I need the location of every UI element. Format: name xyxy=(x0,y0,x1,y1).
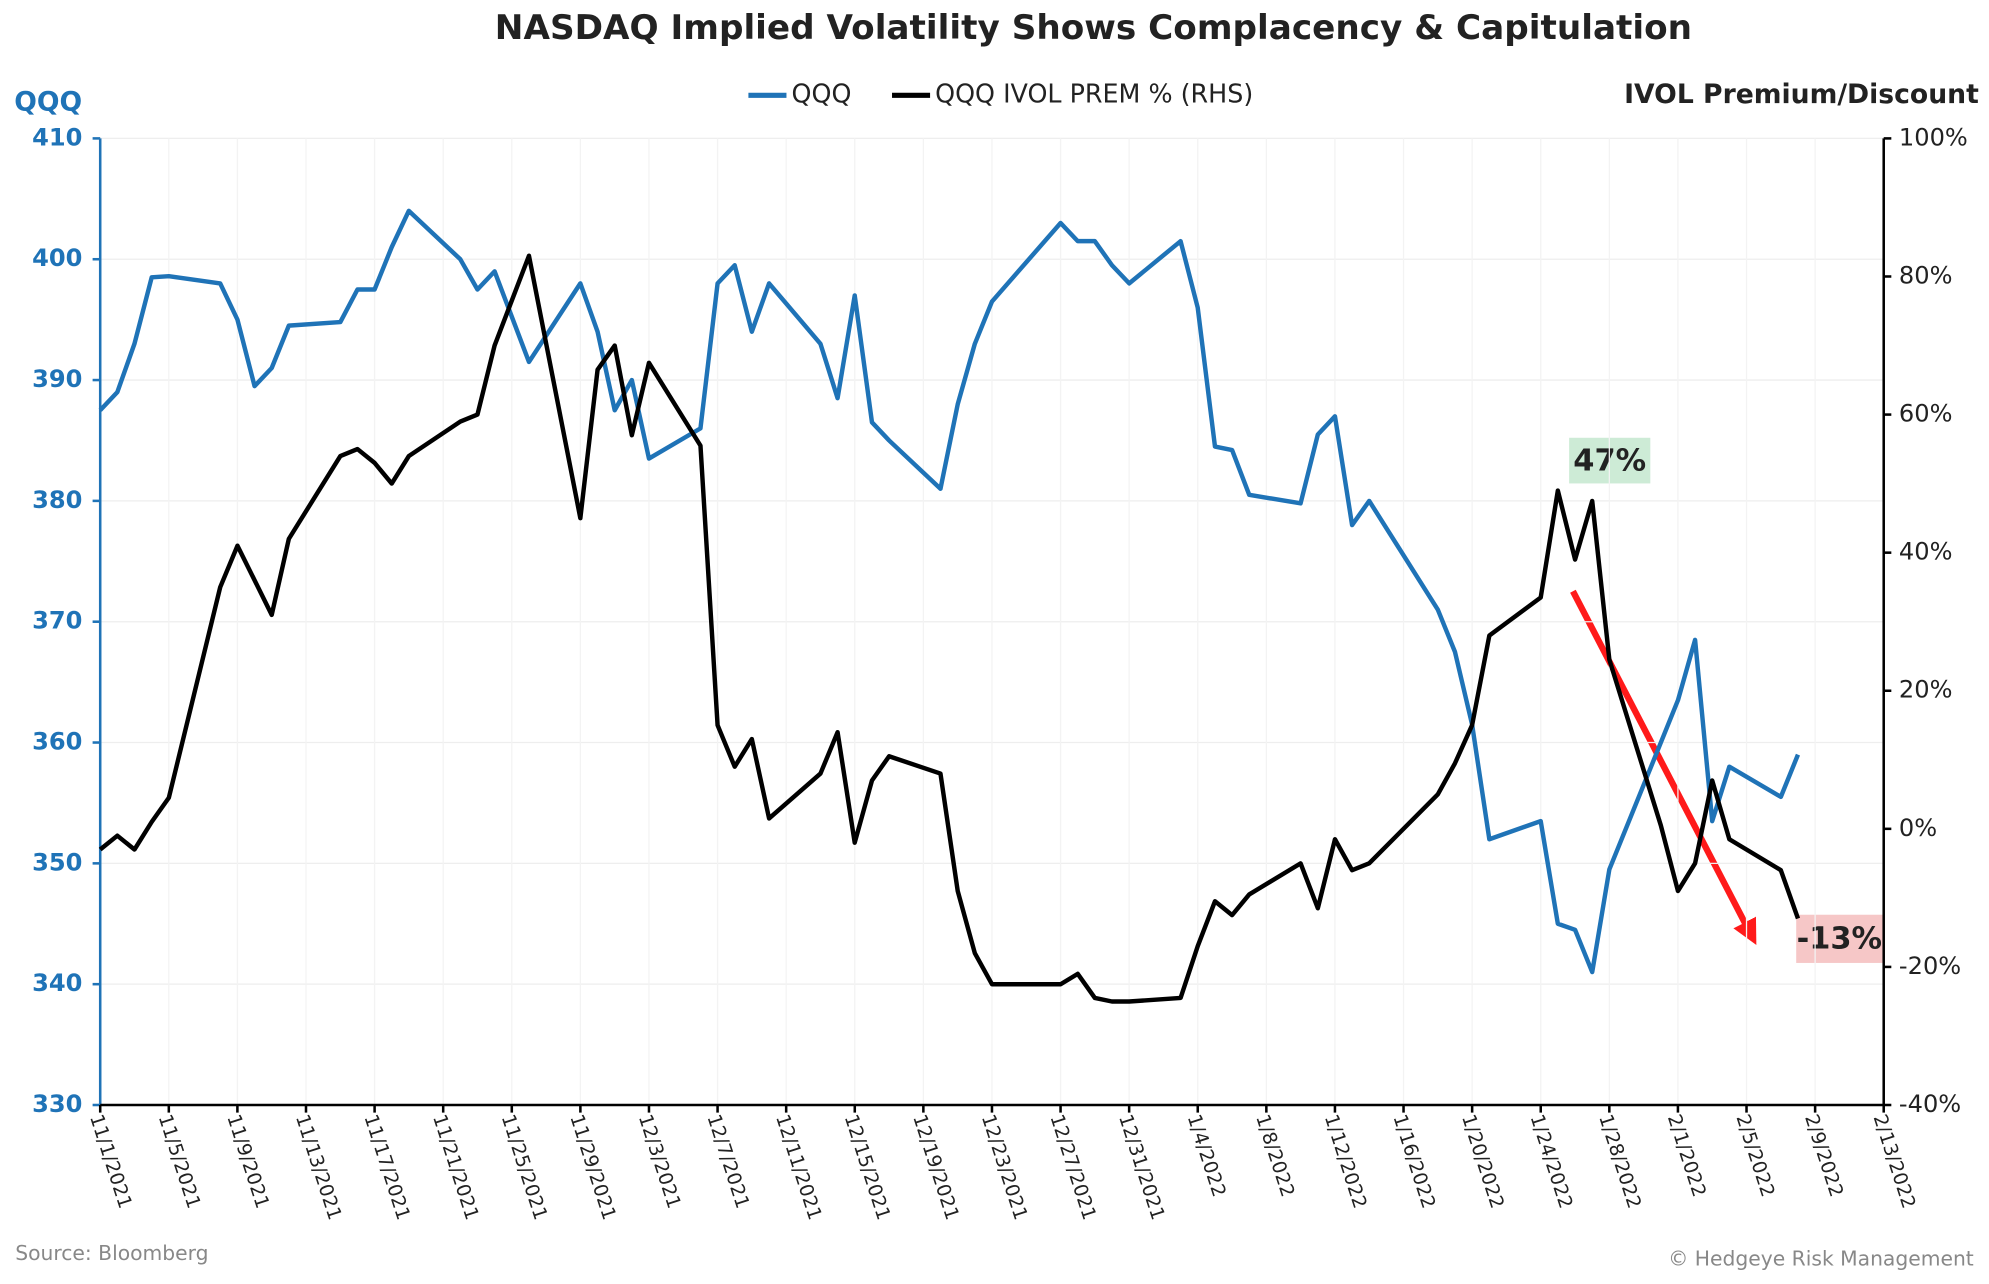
x-tick-label: 12/27/2021 xyxy=(1045,1112,1100,1223)
y-axis-label: QQQ xyxy=(14,86,82,117)
x-tick-label: 11/1/2021 xyxy=(85,1112,136,1212)
x-tick-label: 11/25/2021 xyxy=(497,1112,552,1223)
x-tick-label: 2/5/2022 xyxy=(1731,1112,1778,1200)
x-tick-label: 12/23/2021 xyxy=(977,1112,1032,1223)
annotation-box xyxy=(1796,914,1883,963)
y2-tick-label: 100% xyxy=(1899,123,1968,151)
legend-label: QQQ IVOL PREM % (RHS) xyxy=(935,78,1253,108)
y2-tick-label: 80% xyxy=(1899,261,1953,289)
x-tick-label: 11/29/2021 xyxy=(565,1112,620,1223)
legend-label: QQQ xyxy=(792,78,852,108)
annotation: -13% xyxy=(1797,922,1883,957)
y-tick-label: 410 xyxy=(32,123,82,151)
series-line xyxy=(98,208,1801,975)
x-tick-label: 2/13/2022 xyxy=(1869,1112,1920,1212)
y2-tick-label: 60% xyxy=(1899,400,1953,428)
x-tick-label: 12/19/2021 xyxy=(908,1112,963,1223)
source-note: Source: Bloomberg xyxy=(15,1241,208,1265)
trend-arrow xyxy=(1570,589,1757,946)
y-tick-label: 350 xyxy=(32,848,82,876)
y2-tick-label: -40% xyxy=(1899,1090,1961,1118)
y2-tick-label: 40% xyxy=(1899,538,1953,566)
y2-tick-label: 0% xyxy=(1899,814,1937,842)
x-tick-label: 12/31/2021 xyxy=(1114,1112,1169,1223)
x-tick-label: 1/16/2022 xyxy=(1388,1112,1439,1212)
x-tick-label: 1/4/2022 xyxy=(1183,1112,1230,1200)
x-tick-label: 2/1/2022 xyxy=(1663,1112,1710,1200)
y2-tick-label: -20% xyxy=(1899,952,1961,980)
y2-axis-label: IVOL Premium/Discount xyxy=(1624,79,1979,110)
y2-tick-label: 20% xyxy=(1899,676,1953,704)
y-tick-label: 390 xyxy=(32,365,82,393)
x-tick-label: 1/24/2022 xyxy=(1526,1112,1577,1212)
x-tick-label: 1/28/2022 xyxy=(1594,1112,1645,1212)
x-tick-label: 11/5/2021 xyxy=(154,1112,205,1212)
y-tick-label: 330 xyxy=(32,1090,82,1118)
x-tick-label: 1/8/2022 xyxy=(1251,1112,1298,1200)
y-tick-label: 340 xyxy=(32,969,82,997)
x-tick-label: 12/15/2021 xyxy=(840,1112,895,1223)
y-tick-label: 360 xyxy=(32,728,82,756)
y-tick-label: 370 xyxy=(32,607,82,635)
y-tick-label: 380 xyxy=(32,486,82,514)
x-tick-label: 11/17/2021 xyxy=(360,1112,415,1223)
y-tick-label: 400 xyxy=(32,244,82,272)
x-tick-label: 12/3/2021 xyxy=(634,1112,685,1212)
x-tick-label: 1/20/2022 xyxy=(1457,1112,1508,1212)
chart-title: NASDAQ Implied Volatility Shows Complace… xyxy=(495,8,1692,48)
x-tick-label: 1/12/2022 xyxy=(1320,1112,1371,1212)
x-tick-label: 2/9/2022 xyxy=(1800,1112,1847,1200)
x-tick-label: 11/9/2021 xyxy=(222,1112,273,1212)
credit-note: © Hedgeye Risk Management xyxy=(1668,1246,1974,1270)
x-tick-label: 12/7/2021 xyxy=(703,1112,754,1212)
series-line xyxy=(98,253,1801,1004)
x-tick-label: 12/11/2021 xyxy=(771,1112,826,1223)
x-tick-label: 11/13/2021 xyxy=(291,1112,346,1223)
x-tick-label: 11/21/2021 xyxy=(428,1112,483,1223)
